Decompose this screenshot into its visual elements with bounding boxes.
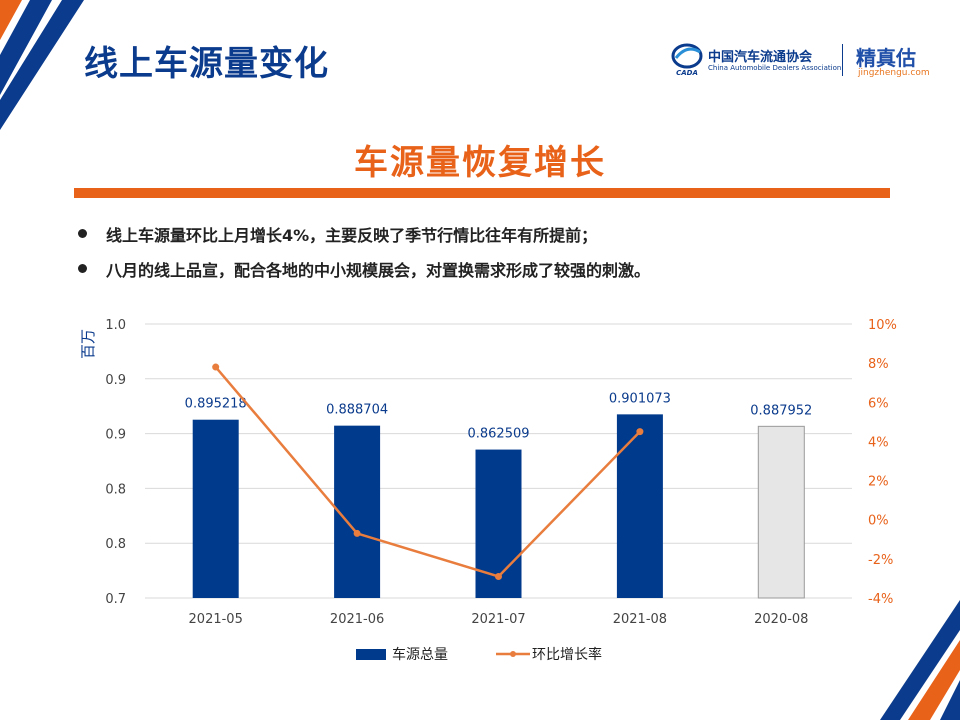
x-tick-label: 2021-05 <box>189 612 243 627</box>
y-left-tick-label: 0.7 <box>105 592 126 607</box>
x-tick-label: 2021-08 <box>613 612 667 627</box>
line-point <box>353 529 361 537</box>
brand-url: jingzhengu.com <box>858 68 930 78</box>
orange-divider <box>74 188 890 198</box>
bullet-item: 八月的线上品宣，配合各地的中小规模展会，对置换需求形成了较强的刺激。 <box>78 257 650 292</box>
logo-group: CADA 中国汽车流通协会 China Automobile Dealers A… <box>670 40 940 80</box>
bar-data-label: 0.888704 <box>326 403 388 418</box>
line-series <box>214 366 641 578</box>
legend-label-bars: 车源总量 <box>392 647 448 663</box>
logo-divider <box>842 44 843 76</box>
y-axis-label: 百万 <box>79 329 97 359</box>
bar-data-label: 0.901073 <box>609 391 671 406</box>
legend-bar-swatch <box>356 649 386 660</box>
page-title: 线上车源量变化 <box>84 44 329 84</box>
y-right-tick-label: -4% <box>868 592 893 607</box>
slide-subtitle: 车源量恢复增长 <box>354 143 606 183</box>
combo-chart: 0.7 0.8 0.8 0.9 0.9 1.0 -4% -2% 0% 2% 4% 6% 8% 10% 百万 0… <box>79 318 897 627</box>
bar-data-label: 0.862509 <box>467 427 529 442</box>
line-point <box>212 363 220 371</box>
y-left-tick-label: 0.9 <box>105 373 126 388</box>
legend-item-line: 环比增长率 <box>496 644 636 664</box>
chart-legend: 车源总量 环比增长率 <box>0 644 960 668</box>
bar <box>334 425 381 598</box>
y-left-tick-label: 0.8 <box>105 482 126 497</box>
y-right-tick-label: 0% <box>868 514 889 529</box>
association-emblem-label: CADA <box>676 69 698 77</box>
corner-stripes-top-left <box>0 0 84 130</box>
association-name-en: China Automobile Dealers Association <box>708 64 842 72</box>
bullet-item: 线上车源量环比上月增长4%，主要反映了季节行情比往年有所提前； <box>78 222 650 257</box>
association-logo: CADA 中国汽车流通协会 China Automobile Dealers A… <box>670 40 841 80</box>
bullet-text: 线上车源量环比上月增长4%，主要反映了季节行情比往年有所提前； <box>106 226 598 245</box>
bar <box>757 425 805 599</box>
line-point <box>636 428 644 436</box>
association-emblem-icon: CADA <box>671 43 703 77</box>
bullet-dot-icon <box>78 264 87 273</box>
y-left-tick-label: 0.8 <box>105 537 126 552</box>
legend-label-line: 环比增长率 <box>532 647 602 663</box>
x-tick-label: 2021-06 <box>330 612 384 627</box>
bar <box>616 414 663 598</box>
y-right-tick-label: 4% <box>868 435 889 450</box>
x-tick-label: 2021-07 <box>471 612 525 627</box>
y-right-tick-label: -2% <box>868 553 893 568</box>
y-left-tick-label: 0.9 <box>105 428 126 443</box>
bullet-text: 八月的线上品宣，配合各地的中小规模展会，对置换需求形成了较强的刺激。 <box>106 261 651 280</box>
bar-data-label: 0.895218 <box>185 397 247 412</box>
y-right-tick-label: 8% <box>868 357 889 372</box>
bar <box>192 419 239 598</box>
y-right-tick-label: 6% <box>868 396 889 411</box>
bullet-list: 线上车源量环比上月增长4%，主要反映了季节行情比往年有所提前； 八月的线上品宣，… <box>78 222 650 292</box>
bar-data-label: 0.887952 <box>750 403 812 418</box>
association-name: 中国汽车流通协会 <box>708 50 813 65</box>
x-tick-label: 2020-08 <box>754 612 808 627</box>
legend-item-bars: 车源总量 <box>356 644 466 664</box>
y-left-tick-label: 1.0 <box>105 318 126 333</box>
brand-name: 精真估 <box>856 46 916 70</box>
y-right-tick-label: 10% <box>868 318 897 333</box>
bullet-dot-icon <box>78 229 87 238</box>
y-right-tick-label: 2% <box>868 475 889 490</box>
line-point <box>495 572 502 580</box>
legend-line-swatch <box>496 651 530 657</box>
